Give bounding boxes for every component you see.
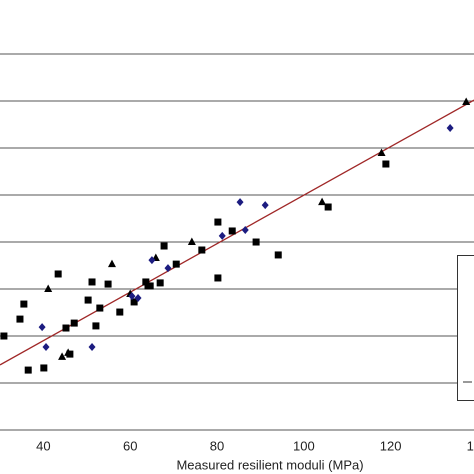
data-point [92, 322, 100, 330]
data-point [274, 251, 282, 259]
data-point [64, 348, 73, 356]
data-point [104, 280, 112, 288]
data-point [24, 366, 32, 374]
data-point [156, 279, 164, 287]
data-point [164, 264, 172, 273]
data-point [318, 197, 327, 206]
data-point [142, 278, 150, 286]
legend-box [457, 255, 474, 401]
data-point [377, 148, 386, 156]
data-point [40, 364, 48, 372]
x-tick-label: 60 [123, 438, 137, 453]
data-point [96, 304, 104, 312]
trend-line [0, 99, 474, 366]
data-point [54, 270, 62, 278]
x-axis-label: Measured resilient moduli (MPa) [176, 457, 363, 472]
data-point [214, 274, 222, 282]
data-point [130, 298, 138, 306]
data-point [148, 256, 156, 265]
data-point [84, 296, 92, 304]
data-point [38, 323, 46, 332]
data-point [44, 284, 53, 293]
data-point [160, 242, 168, 250]
data-point [218, 231, 226, 240]
x-tick-label: 140 [467, 438, 474, 453]
data-point [228, 227, 236, 235]
data-point [261, 201, 269, 210]
data-point [0, 332, 8, 340]
data-point [88, 278, 96, 286]
data-point [70, 319, 78, 327]
data-point [146, 282, 154, 290]
data-point [446, 124, 454, 133]
data-point [172, 260, 180, 268]
data-point [128, 292, 136, 301]
data-point [88, 343, 96, 352]
data-point [382, 160, 390, 168]
data-point [187, 237, 196, 246]
data-point [324, 203, 332, 211]
data-point [252, 238, 260, 246]
x-tick-label: 120 [380, 438, 402, 453]
data-point [134, 293, 142, 302]
data-point [107, 259, 116, 268]
data-point [214, 218, 222, 226]
data-point [16, 315, 24, 323]
data-point [236, 198, 244, 207]
data-point [20, 300, 28, 308]
data-point [58, 352, 67, 360]
data-point [42, 343, 50, 352]
x-tick-label: 100 [293, 438, 315, 453]
data-point [116, 308, 124, 316]
data-point [198, 246, 206, 254]
x-tick-label: 40 [36, 438, 50, 453]
data-point [462, 97, 471, 105]
data-point [241, 226, 249, 235]
data-point [62, 324, 70, 332]
x-tick-label: 80 [210, 438, 224, 453]
